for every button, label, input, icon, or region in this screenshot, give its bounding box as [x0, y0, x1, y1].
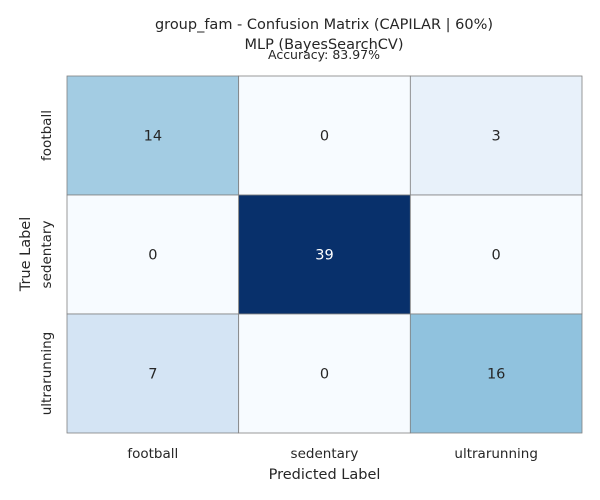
y-tick-label: ultrarunning	[39, 332, 55, 416]
heatmap-cell	[66, 313, 240, 434]
cell-value-label: 3	[492, 129, 501, 145]
cell-value-label: 0	[320, 129, 329, 145]
accuracy-subtitle: Accuracy: 83.97%	[268, 47, 380, 62]
y-tick-labels: football sedentary ultrarunning	[39, 110, 55, 415]
cell-value-label: 16	[487, 367, 505, 383]
cell-value-label: 39	[315, 248, 333, 264]
chart-title: group_fam - Confusion Matrix (CAPILAR | …	[155, 17, 493, 33]
heatmap-cell	[409, 313, 583, 434]
x-tick-labels: football sedentary ultrarunning	[127, 446, 538, 462]
heatmap-cell	[409, 194, 583, 315]
cell-value-label: 0	[492, 248, 501, 264]
cell-value-label: 7	[148, 367, 157, 383]
heatmap-cell	[66, 194, 240, 315]
x-axis-label: Predicted Label	[269, 467, 381, 483]
cell-value-label: 0	[148, 248, 157, 264]
y-tick-label: football	[39, 110, 55, 161]
cell-value-label: 0	[320, 367, 329, 383]
x-tick-label: sedentary	[291, 446, 359, 462]
heatmap-cells: 14 0 3 0 39 0 7 0 16	[66, 75, 583, 434]
chart-title-line2: MLP (BayesSearchCV)	[244, 37, 403, 53]
x-tick-label: ultrarunning	[454, 446, 538, 462]
y-tick-label: sedentary	[39, 221, 55, 289]
x-tick-label: football	[127, 446, 178, 462]
cell-value-label: 14	[144, 129, 162, 145]
heatmap-cell	[409, 75, 583, 196]
heatmap-cell	[238, 194, 411, 315]
y-axis-label: True Label	[18, 217, 34, 293]
heatmap-cell	[238, 75, 411, 196]
heatmap-cell	[238, 313, 411, 434]
